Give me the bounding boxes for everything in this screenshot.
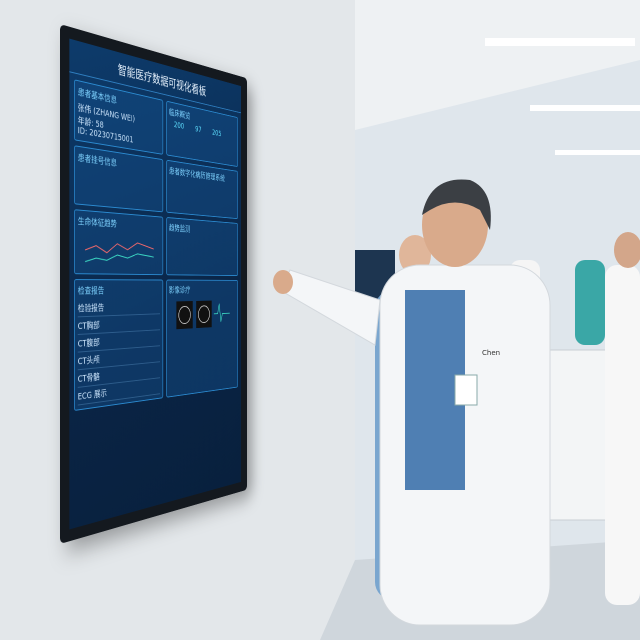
ceiling-light: [485, 38, 635, 46]
doctor-hair: [422, 179, 491, 230]
report-list: 检验报告 CT胸部 CT腹部 CT头颅 CT骨骼 ECG 展示: [77, 298, 160, 406]
panel-grid: 患者基本信息 张伟 (ZHANG WEI) 年龄: 58 ID: 2023071…: [69, 72, 241, 417]
panel-heading: 患者数字化病历管理系统: [169, 167, 225, 184]
ceiling: [355, 0, 640, 130]
imaging-panel: 影像诊疗: [165, 279, 239, 398]
panel-heading: 患者挂号信息: [77, 153, 117, 169]
panel-heading: 生命体征趋势: [77, 217, 117, 230]
doctor-hand: [273, 270, 293, 294]
stat-value: 205: [212, 128, 222, 139]
panel-heading: 影像诊疗: [169, 286, 191, 296]
badge: [454, 374, 478, 406]
patient-panel: 患者基本信息 张伟 (ZHANG WEI) 年龄: 58 ID: 2023071…: [73, 79, 163, 155]
scan-thumbnails: [176, 300, 236, 330]
registration-panel: 患者挂号信息: [73, 145, 163, 213]
panel-heading: 检查报告: [77, 286, 105, 297]
ceiling-light: [555, 150, 640, 155]
ceiling-light: [530, 105, 640, 111]
dashboard: 智能医疗数据可视化看板 患者基本信息 张伟 (ZHANG WEI) 年龄: 58…: [69, 38, 242, 530]
records-panel: 患者数字化病历管理系统: [165, 159, 239, 220]
ecg-line: [214, 303, 230, 322]
trend-line: [85, 240, 154, 254]
vitals-chart: [78, 230, 160, 271]
reports-panel: 检查报告 检验报告 CT胸部 CT腹部 CT头颅 CT骨骼 ECG 展示: [73, 279, 163, 411]
wall-display: 智能医疗数据可视化看板 患者基本信息 张伟 (ZHANG WEI) 年龄: 58…: [60, 24, 248, 544]
trend-panel: 趋势监测: [165, 216, 239, 276]
clinical-panel: 临床概览 200 97 205: [165, 100, 239, 168]
panel-heading: 趋势监测: [169, 224, 191, 235]
stat-value: 97: [195, 125, 202, 135]
trend-line: [85, 252, 154, 263]
vitals-panel: 生命体征趋势: [73, 209, 163, 276]
staff: [605, 265, 640, 605]
staff: [575, 260, 605, 345]
staff-head: [614, 232, 640, 268]
badge-text: Chen: [482, 349, 500, 357]
stat-value: 200: [173, 120, 185, 132]
